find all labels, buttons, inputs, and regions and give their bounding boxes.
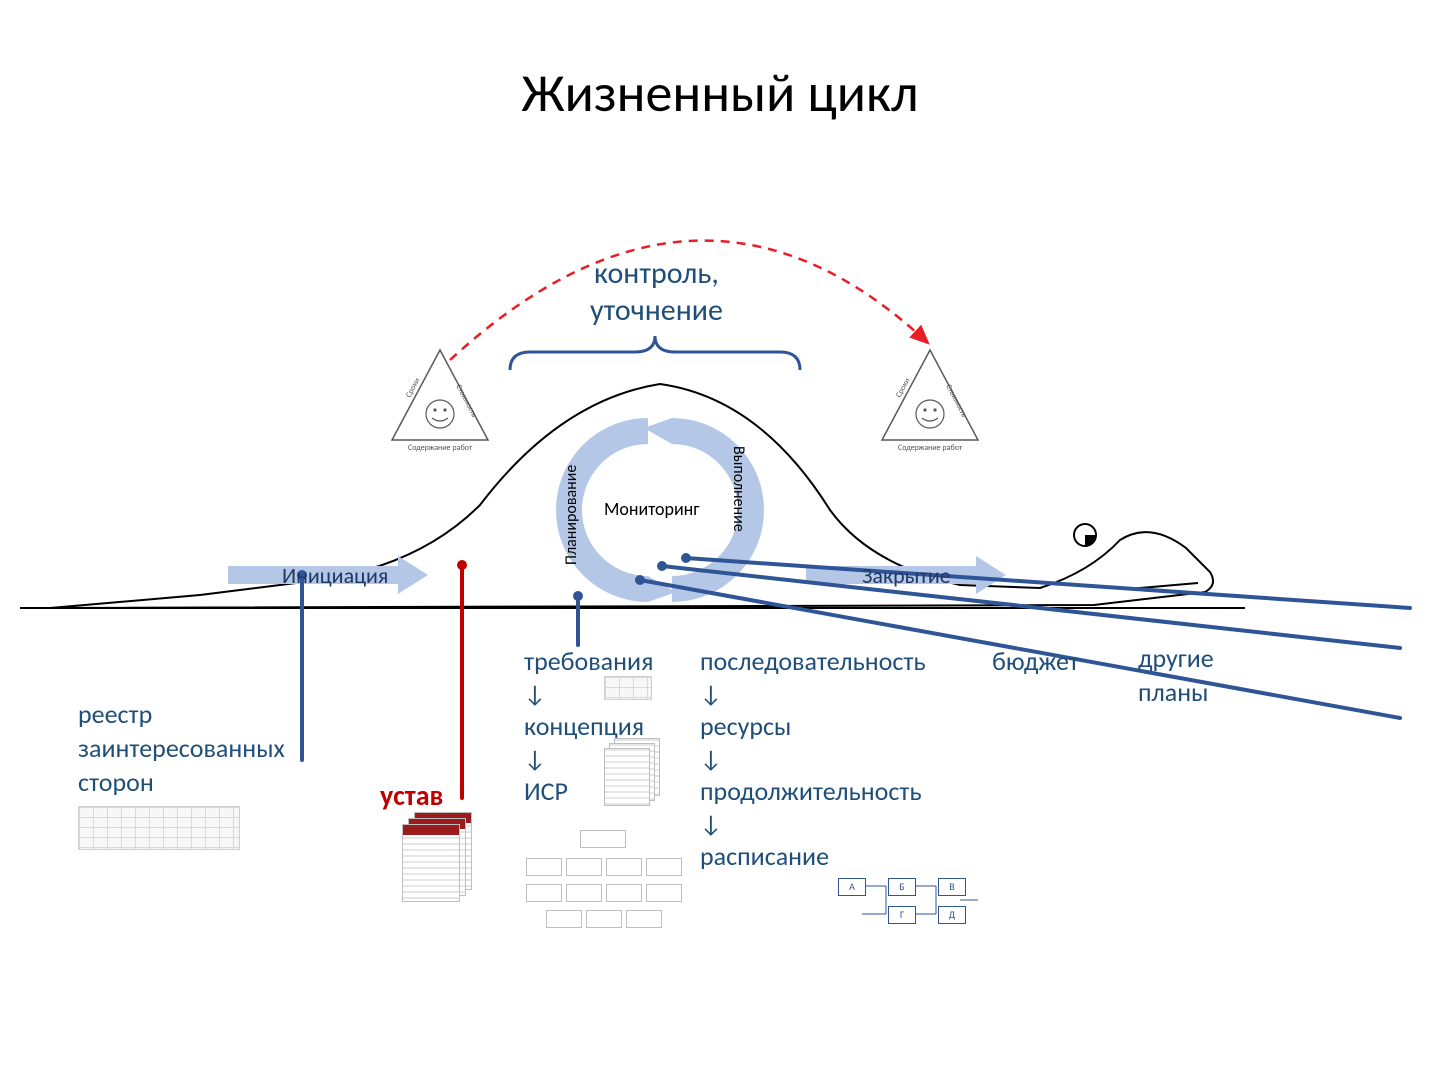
callout-budget: бюджет — [992, 645, 1079, 679]
thumb-registry-grid — [78, 806, 240, 850]
registry-l2: заинтересованных — [78, 732, 285, 766]
req-0: требования — [524, 645, 653, 679]
cycle-left-label: Планирование — [562, 465, 581, 565]
triangle-right: Сроки Стоимость Содержание работ — [882, 350, 978, 453]
seq-2: ресурсы — [700, 710, 926, 744]
thumb-concept-stack — [604, 738, 674, 818]
net-a: А — [838, 878, 866, 896]
other-l2: планы — [1138, 676, 1214, 710]
net-c: В — [938, 878, 966, 896]
callout-charter: устав — [380, 778, 443, 813]
registry-l1: реестр — [78, 698, 285, 732]
tri-left-label-r: Стоимость — [453, 383, 479, 419]
seq-4: продолжительность — [700, 775, 926, 809]
phase-label-closing: Закрытие — [862, 562, 951, 589]
cycle-center-label: Мониторинг — [604, 498, 700, 520]
control-line2: уточнение — [590, 292, 723, 329]
net-d: Д — [938, 906, 966, 924]
thumb-charter-stack — [402, 812, 482, 912]
cycle-right-label: Выполнение — [729, 446, 748, 532]
seq-0: последовательность — [700, 645, 926, 679]
tri-right-label-r: Стоимость — [943, 383, 969, 419]
phase-label-initiation: Инициация — [282, 562, 388, 589]
net-g: Г — [888, 906, 916, 924]
thumb-wbs — [522, 830, 682, 940]
callout-sequence-chain: последовательность ↓ ресурсы ↓ продолжит… — [700, 645, 926, 874]
triangle-left: Сроки Стоимость Содержание работ — [392, 350, 488, 453]
control-line1: контроль, — [590, 255, 723, 292]
eye-pupil — [1085, 535, 1096, 546]
thumb-network: А Б В Г Д — [832, 870, 992, 950]
seq-arrow-1: ↓ — [700, 679, 926, 710]
diagram-svg: Сроки Стоимость Содержание работ Сроки С… — [0, 0, 1440, 1080]
seq-6: расписание — [700, 840, 926, 874]
brace-icon — [510, 336, 800, 370]
diagram-stage: Жизненный цикл — [0, 0, 1440, 1080]
tri-right-label-b: Содержание работ — [898, 443, 963, 453]
seq-arrow-5: ↓ — [700, 809, 926, 840]
seq-arrow-3: ↓ — [700, 744, 926, 775]
thumb-req-grid — [604, 676, 652, 700]
callout-other-plans: другие планы — [1138, 642, 1214, 710]
registry-l3: сторон — [78, 766, 285, 800]
other-l1: другие — [1138, 642, 1214, 676]
net-b: Б — [888, 878, 916, 896]
tri-left-label-b: Содержание работ — [408, 443, 473, 453]
callout-registry: реестр заинтересованных сторон — [78, 698, 285, 799]
control-caption: контроль, уточнение — [590, 255, 723, 329]
